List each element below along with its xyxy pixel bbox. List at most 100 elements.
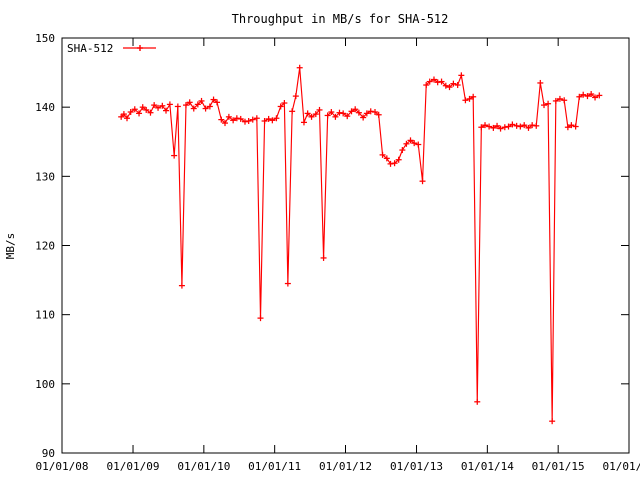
sha-512-data-point-84: [442, 82, 449, 89]
sha-512-data-point-28: [221, 120, 228, 127]
sha-512-data-point-62: [355, 109, 362, 116]
sha-512-data-point-117: [572, 123, 579, 130]
sha-512-data-point-67: [375, 111, 382, 118]
sha-512-data-point-104: [521, 122, 528, 129]
y-axis-ticks: 90 100 110 120 130 140 150: [35, 32, 629, 460]
sha-512-data-point-35: [249, 116, 256, 123]
sha-512-data-point-7: [139, 104, 146, 111]
legend: SHA-512: [67, 42, 156, 55]
y-tick-label-130: 130: [35, 170, 55, 183]
y-axis-label: MB/s: [4, 233, 17, 260]
sha-512-data-point-76: [411, 140, 418, 147]
sha-512-data-point-64: [363, 110, 370, 117]
y-tick-label-120: 120: [35, 240, 55, 253]
y-tick-label-110: 110: [35, 309, 55, 322]
sha-512-data-point-8: [143, 106, 150, 113]
sha-512-data-point-122: [592, 94, 599, 101]
x-tick-label-01-01-11: 01/01/11: [248, 460, 301, 473]
sha-512-data-point-69: [383, 155, 390, 162]
sha-512-data-point-110: [545, 100, 552, 107]
sha-512-data-point-61: [352, 106, 359, 113]
sha-512-data-point-32: [237, 115, 244, 122]
sha-512-data-point-111: [549, 418, 556, 425]
legend-label-sha-512: SHA-512: [67, 42, 113, 55]
sha-512-data-point-6: [136, 110, 143, 117]
sha-512-data-point-97: [494, 122, 501, 129]
sha-512-data-point-94: [482, 122, 489, 129]
sha-512-data-point-14: [166, 101, 173, 108]
sha-512-data-point-112: [552, 97, 559, 104]
sha-512-data-point-96: [490, 124, 497, 131]
sha-512-data-point-23: [202, 105, 209, 112]
sha-512-data-point-15: [171, 152, 178, 159]
sha-512-data-point-30: [230, 117, 237, 124]
sha-512-data-point-106: [529, 122, 536, 129]
sha-512-data-point-86: [450, 80, 457, 87]
sha-512-data-point-49: [304, 110, 311, 117]
sha-512-data-point-103: [517, 123, 524, 130]
sha-512-data-point-17: [178, 282, 185, 289]
sha-512-data-point-121: [588, 91, 595, 98]
sha-512-data-point-47: [296, 64, 303, 71]
sha-512-data-point-80: [426, 78, 433, 85]
x-tick-label-01-01-16: 01/01/16: [603, 460, 640, 473]
sha-512-data-point-65: [367, 108, 374, 115]
sha-512-data-point-92: [474, 398, 481, 405]
sha-512-data-point-59: [344, 113, 351, 120]
sha-512-data-point-90: [466, 95, 473, 102]
sha-512-data-point-60: [348, 108, 355, 115]
sha-512-data-point-108: [537, 79, 544, 86]
sha-512-data-point-73: [399, 147, 406, 154]
sha-512-data-point-58: [340, 110, 347, 117]
sha-512-data-point-20: [190, 105, 197, 112]
sha-512-data-point-98: [497, 125, 504, 132]
sha-512-data-point-12: [159, 102, 166, 109]
sha-512-data-point-31: [233, 115, 240, 122]
sha-512-data-point-10: [151, 102, 158, 109]
x-tick-label-01-01-09: 01/01/09: [107, 460, 160, 473]
x-tick-label-01-01-10: 01/01/10: [177, 460, 230, 473]
sha-512-data-point-74: [403, 140, 410, 147]
sha-512-data-point-57: [336, 109, 343, 116]
sha-512-data-point-45: [289, 108, 296, 115]
sha-512-series-line: [120, 67, 600, 422]
sha-512-data-point-82: [434, 79, 441, 86]
sha-512-data-point-42: [277, 103, 284, 110]
sha-512-data-point-120: [584, 93, 591, 100]
sha-512-data-point-16: [174, 103, 181, 110]
sha-512-data-point-21: [194, 101, 201, 108]
sha-512-data-point-81: [430, 76, 437, 83]
sha-512-data-point-88: [458, 72, 465, 79]
sha-512-data-point-114: [561, 97, 568, 104]
sha-512-data-point-34: [245, 118, 252, 124]
sha-512-data-point-113: [556, 95, 563, 102]
sha-512-data-point-93: [478, 124, 485, 131]
sha-512-data-point-53: [320, 254, 327, 261]
sha-512-data-point-9: [147, 109, 154, 116]
sha-512-data-point-116: [568, 122, 575, 129]
sha-512-data-point-55: [328, 109, 335, 116]
sha-512-data-point-29: [225, 113, 232, 120]
sha-512-data-point-41: [273, 115, 280, 122]
sha-512-data-point-99: [501, 124, 508, 131]
sha-512-data-point-109: [541, 102, 548, 109]
sha-512-data-point-115: [564, 124, 571, 131]
sha-512-data-point-72: [395, 156, 402, 163]
y-tick-label-90: 90: [42, 447, 55, 460]
sha-512-data-point-46: [292, 93, 299, 100]
x-tick-label-01-01-14: 01/01/14: [461, 460, 514, 473]
sha-512-data-point-40: [269, 117, 276, 124]
sha-512-data-point-43: [281, 100, 288, 107]
sha-512-data-point-83: [438, 78, 445, 85]
sha-512-data-point-52: [316, 106, 323, 113]
sha-512-data-point-101: [509, 121, 516, 128]
sha-512-data-point-33: [241, 118, 248, 125]
sha-512-data-point-89: [462, 97, 469, 104]
y-tick-label-150: 150: [35, 32, 55, 45]
sha-512-data-point-26: [214, 99, 221, 106]
sha-512-data-point-78: [419, 178, 426, 185]
data-series-layer: [118, 64, 603, 425]
y-tick-label-100: 100: [35, 378, 55, 391]
